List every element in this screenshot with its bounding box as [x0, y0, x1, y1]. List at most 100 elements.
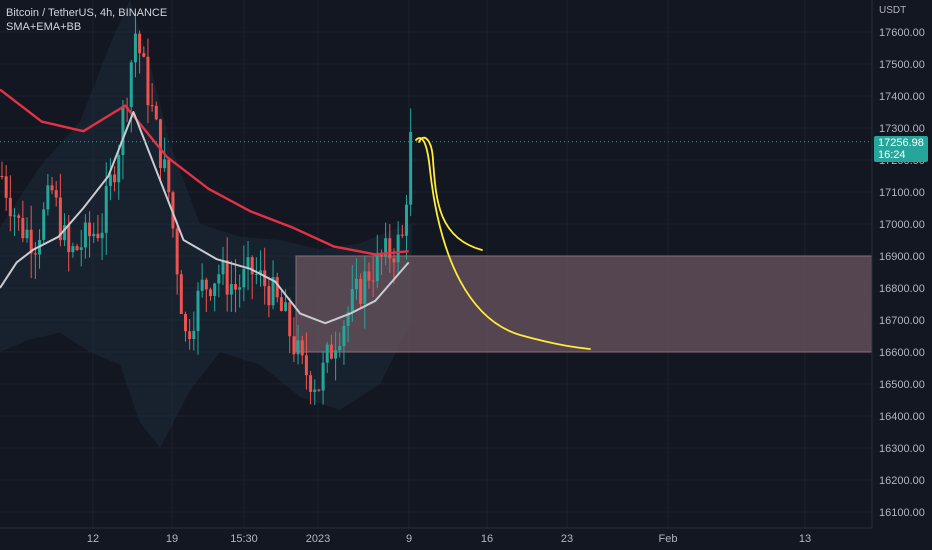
candle-body	[0, 176, 4, 177]
candle-body	[250, 257, 254, 275]
candle-body	[96, 233, 100, 239]
candle-body	[75, 246, 79, 250]
candle-body	[400, 234, 404, 236]
candle-body	[234, 284, 238, 290]
indicators-label[interactable]: SMA+EMA+BB	[6, 21, 82, 33]
price-tick-label: 16800.00	[879, 283, 925, 295]
support-zone[interactable]	[295, 255, 873, 353]
candle-body	[388, 238, 392, 259]
hand-drawn-projection[interactable]	[415, 136, 591, 350]
support-zone-rectangle[interactable]	[295, 255, 873, 353]
candle-body	[359, 278, 363, 304]
price-tick-label: 16300.00	[879, 443, 925, 455]
candle-body	[384, 238, 388, 257]
candle-body	[363, 271, 367, 304]
time-tick-label: 16	[481, 533, 493, 545]
projection-curve-short[interactable]	[418, 136, 483, 251]
candle-body	[79, 247, 83, 250]
bar-countdown: 16:24	[878, 149, 906, 161]
candle-body	[108, 174, 112, 187]
time-tick-label: 23	[561, 533, 573, 545]
time-tick-label: 9	[406, 533, 412, 545]
candle-body	[113, 174, 117, 183]
candle-body	[13, 215, 17, 217]
candle-body	[346, 312, 350, 326]
candle-body	[71, 246, 75, 253]
candle-body	[33, 253, 37, 255]
candle-body	[242, 268, 246, 288]
candle-body	[334, 350, 338, 359]
candle-body	[46, 185, 50, 210]
candle-body	[300, 340, 304, 356]
price-tick-label: 16400.00	[879, 411, 925, 423]
candlestick-series	[0, 11, 413, 405]
time-tick-label: Feb	[659, 533, 678, 545]
symbol-title[interactable]: Bitcoin / TetherUS, 4h, BINANCE	[6, 7, 168, 19]
candle-body	[221, 260, 225, 275]
sma-line	[0, 111, 410, 325]
candle-body	[375, 252, 379, 282]
candle-body	[279, 297, 283, 311]
candle-body	[25, 229, 29, 239]
candle-body	[321, 362, 325, 391]
candle-body	[200, 279, 204, 291]
candle-body	[246, 257, 250, 269]
price-tick-label: 17100.00	[879, 187, 925, 199]
candle-body	[63, 225, 67, 241]
price-tick-label: 17000.00	[879, 219, 925, 231]
candle-body	[158, 119, 162, 169]
price-tick-label: 16900.00	[879, 251, 925, 263]
time-tick-label: 2023	[306, 533, 330, 545]
price-axis[interactable]: 17600.0017500.0017400.0017300.0017200.00…	[871, 0, 932, 550]
price-tick-label: 16600.00	[879, 347, 925, 359]
candle-body	[209, 289, 212, 297]
price-axis-unit: USDT	[879, 5, 907, 16]
candle-body	[342, 325, 346, 347]
candle-body	[138, 33, 142, 54]
candle-body	[288, 302, 292, 337]
candle-body	[225, 260, 229, 295]
candle-body	[150, 105, 154, 107]
candle-body	[100, 232, 104, 239]
candle-body	[229, 284, 233, 295]
time-tick-label: 19	[166, 533, 178, 545]
candle-body	[50, 185, 54, 191]
price-tick-label: 16200.00	[879, 475, 925, 487]
price-tick-label: 16500.00	[879, 379, 925, 391]
candle-body	[392, 258, 396, 263]
candle-body	[317, 389, 321, 391]
candle-body	[154, 105, 158, 120]
time-axis[interactable]: 12 19 15:30 2023 9 16 23 Feb 13	[0, 527, 872, 545]
last-price-badge: 17256.98 16:24	[874, 136, 928, 162]
price-tick-label: 17400.00	[879, 91, 925, 103]
candle-body	[404, 204, 408, 236]
price-axis-background	[872, 0, 932, 550]
candle-body	[163, 159, 167, 169]
candle-body	[83, 222, 87, 248]
time-tick-label: 13	[799, 533, 811, 545]
price-tick-label: 17500.00	[879, 59, 925, 71]
candle-body	[21, 217, 25, 239]
candle-body	[183, 313, 187, 332]
projection-curve-long[interactable]	[415, 137, 591, 350]
candle-body	[8, 197, 12, 217]
candle-body	[129, 62, 133, 107]
candle-body	[42, 209, 46, 240]
price-tick-label: 16700.00	[879, 315, 925, 327]
candle-body	[4, 176, 8, 198]
candle-body	[117, 154, 121, 183]
candle-body	[304, 355, 308, 376]
candle-body	[88, 222, 92, 237]
last-price-value: 17256.98	[878, 137, 924, 149]
candle-body	[267, 286, 271, 306]
candle-body	[325, 344, 329, 363]
candle-body	[179, 274, 183, 314]
candle-body	[284, 302, 288, 311]
candle-body	[396, 234, 400, 263]
candle-body	[271, 277, 275, 306]
price-tick-label: 16100.00	[879, 507, 925, 519]
candle-body	[309, 375, 313, 392]
candle-body	[196, 290, 200, 331]
candle-body	[67, 225, 71, 253]
